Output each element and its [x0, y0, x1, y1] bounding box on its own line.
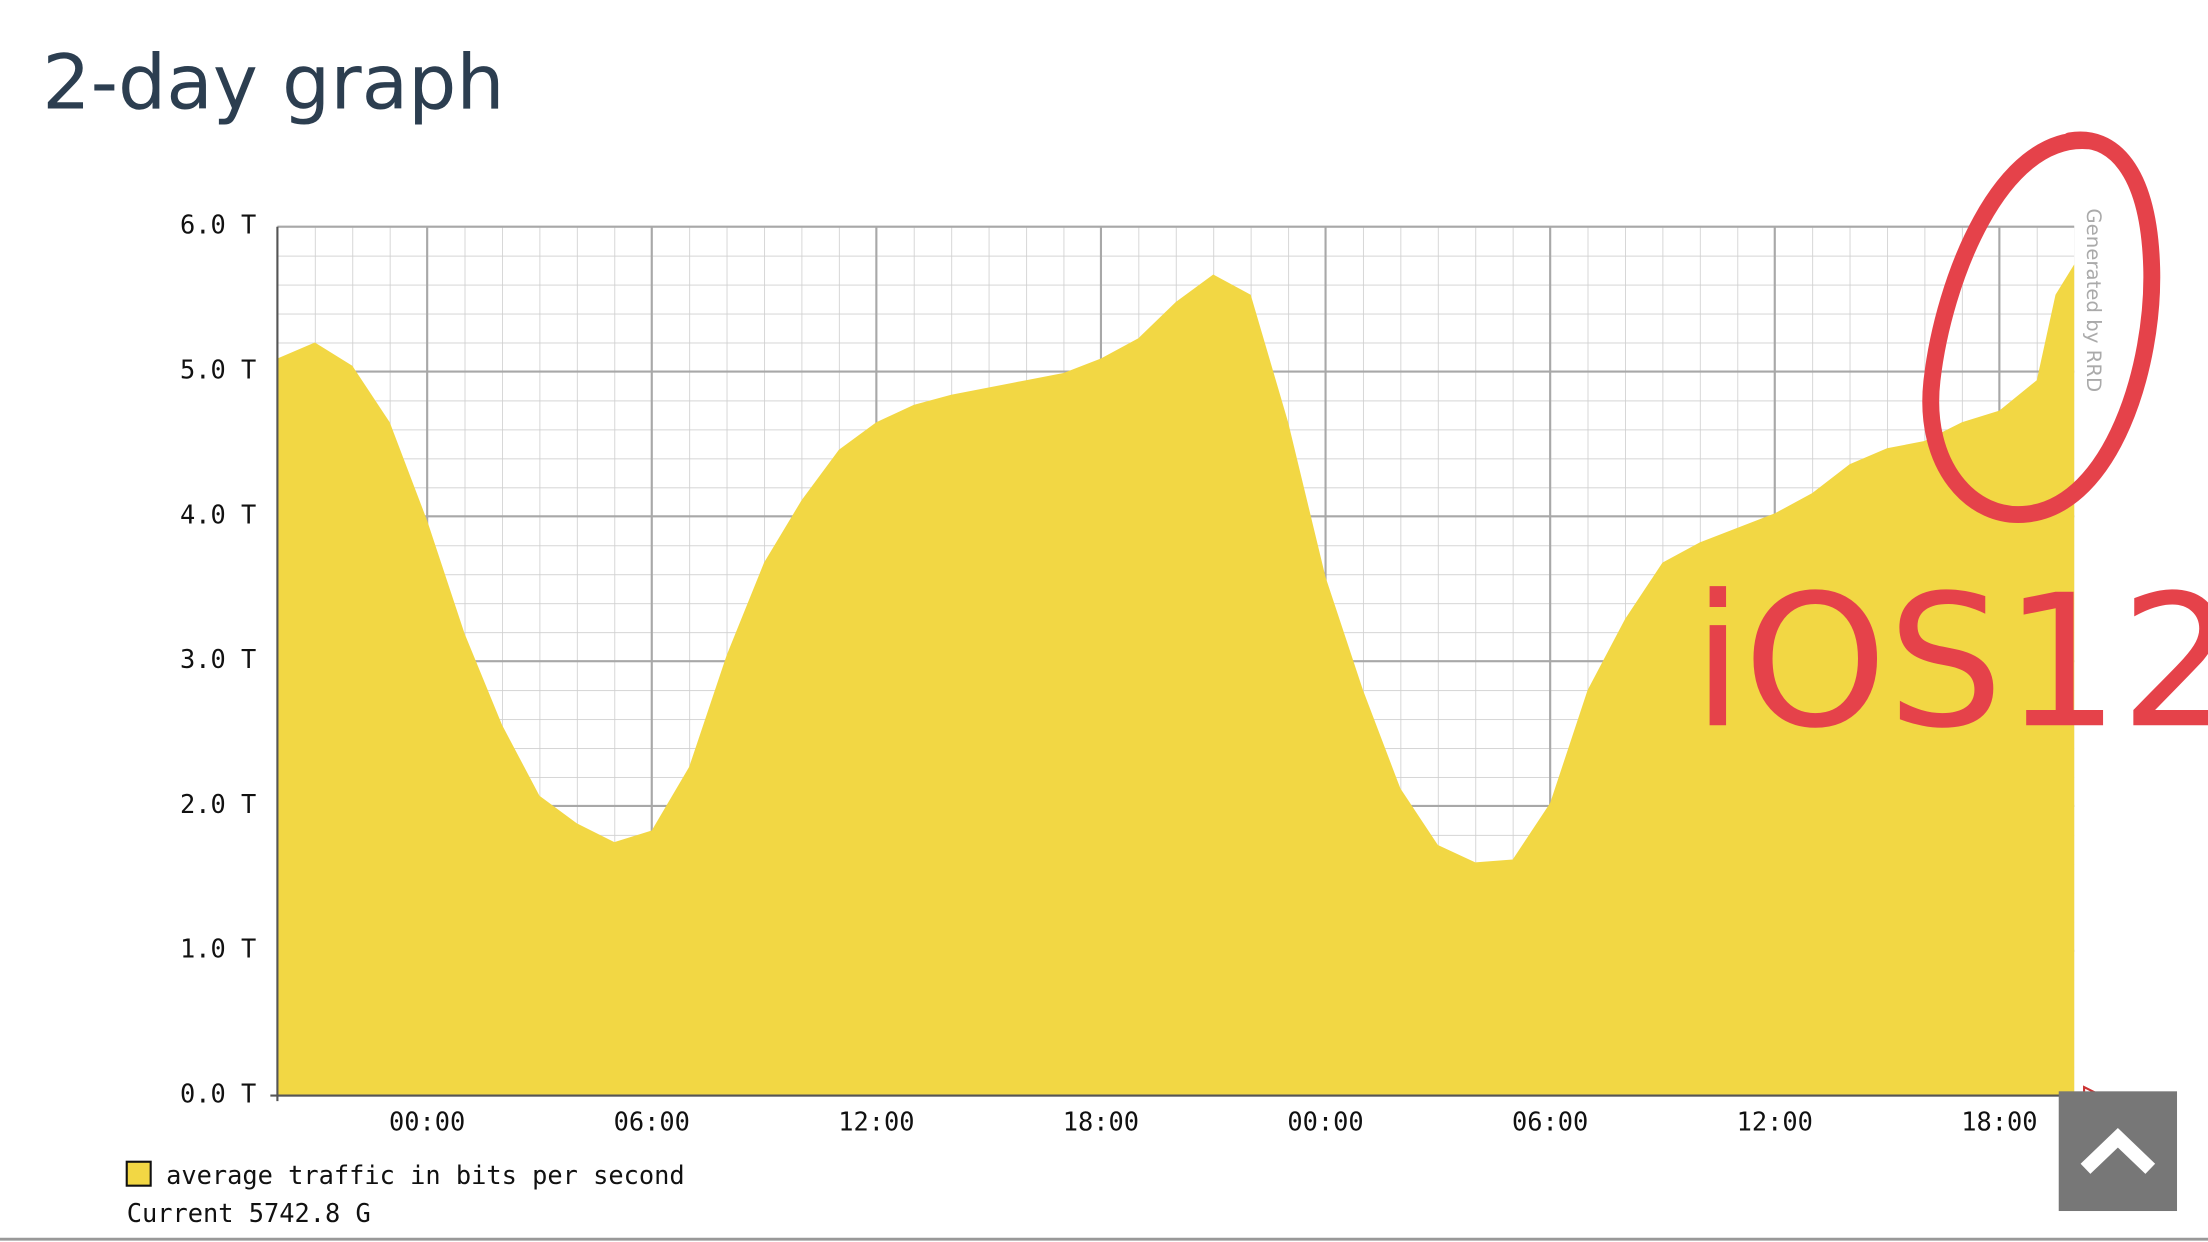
y-tick-label: 2.0 T — [180, 789, 256, 819]
x-tick-label: 00:00 — [389, 1107, 465, 1137]
circle-annotation — [1922, 131, 2161, 523]
x-tick-label: 06:00 — [614, 1107, 690, 1137]
chevron-icon[interactable] — [2080, 1128, 2156, 1174]
x-tick-label: 06:00 — [1512, 1107, 1588, 1137]
handwritten-annotation: iOS12 — [1692, 556, 2208, 769]
legend-label: average traffic in bits per second — [166, 1160, 684, 1190]
y-tick-label: 1.0 T — [180, 934, 256, 964]
x-tick-label: 18:00 — [1063, 1107, 1139, 1137]
scroll-top-button[interactable] — [2058, 1091, 2178, 1212]
current-value: Current 5742.8 G — [127, 1198, 371, 1228]
x-tick-label: 12:00 — [1737, 1107, 1813, 1137]
x-tick-label: 18:00 — [1961, 1107, 2037, 1137]
credit: Generated by RRD — [2082, 208, 2105, 392]
x-tick-label: 12:00 — [838, 1107, 914, 1137]
area — [277, 264, 2075, 1096]
y-tick-label: 4.0 T — [180, 499, 256, 529]
button-bg[interactable] — [2058, 1091, 2178, 1212]
y-tick-label: 0.0 T — [180, 1079, 256, 1109]
x-tick-label: 00:00 — [1287, 1107, 1363, 1137]
plot: 0.0 T 1.0 T 2.0 T 3.0 T 4.0 T 5.0 T 6.0 T 00:00… — [180, 210, 2104, 1137]
y-tick-label: 5.0 T — [180, 355, 256, 385]
y-tick-label: 6.0 T — [180, 210, 256, 240]
y-tick-label: 3.0 T — [180, 644, 256, 674]
legend-swatch — [125, 1160, 152, 1187]
page-title: 2-day graph — [42, 37, 504, 126]
